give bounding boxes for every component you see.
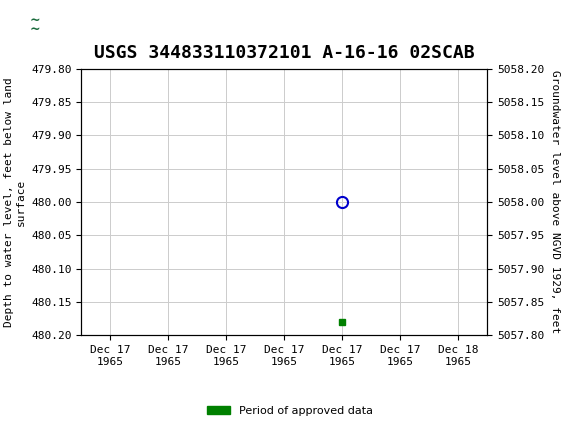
Text: ~
~: ~ ~: [30, 14, 40, 36]
Y-axis label: Groundwater level above NGVD 1929, feet: Groundwater level above NGVD 1929, feet: [550, 71, 560, 334]
Text: USGS: USGS: [78, 14, 155, 38]
Title: USGS 344833110372101 A-16-16 02SCAB: USGS 344833110372101 A-16-16 02SCAB: [94, 44, 474, 61]
Bar: [3, 4, 67, 47]
Legend: Period of approved data: Period of approved data: [203, 401, 377, 420]
Y-axis label: Depth to water level, feet below land
surface: Depth to water level, feet below land su…: [4, 77, 26, 327]
